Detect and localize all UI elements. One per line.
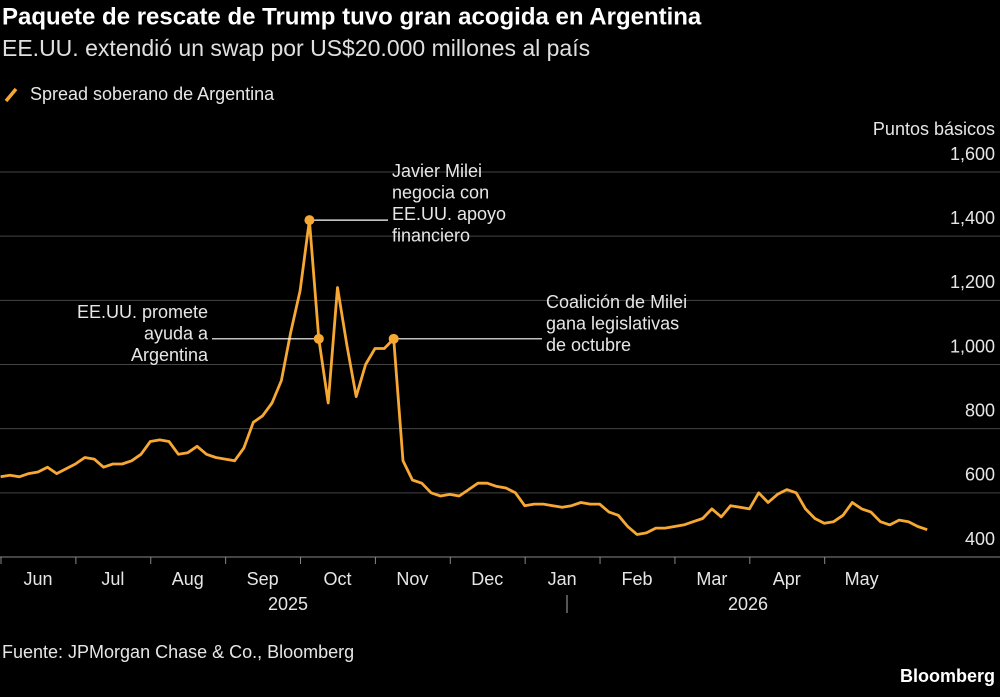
annotation-text: Coalición de Milei — [546, 292, 687, 312]
annotation-dot — [388, 333, 399, 344]
annotation-text: negocia con — [392, 182, 489, 202]
x-tick-label: Jul — [101, 569, 124, 589]
y-tick-label: 1,400 — [950, 208, 995, 228]
x-tick-label: Aug — [172, 569, 204, 589]
y-axis-label: Puntos básicos — [873, 119, 995, 139]
annotation-text: financiero — [392, 225, 470, 245]
y-tick-label: 1,200 — [950, 272, 995, 292]
annotation-dot — [304, 215, 315, 226]
x-tick-label: Apr — [773, 569, 801, 589]
annotation-text: EE.UU. apoyo — [392, 204, 506, 224]
annotation-text: Javier Milei — [392, 161, 482, 181]
annotation-text: de octubre — [546, 335, 631, 355]
y-tick-label: 1,600 — [950, 144, 995, 164]
x-tick-label: Mar — [696, 569, 727, 589]
annotation-text: ayuda a — [144, 323, 209, 343]
legend-icon — [4, 87, 18, 103]
y-tick-label: 1,000 — [950, 336, 995, 356]
y-tick-label: 400 — [965, 529, 995, 549]
year-label: 2025 — [268, 594, 308, 614]
annotation-dot — [313, 333, 324, 344]
x-tick-label: Jan — [548, 569, 577, 589]
annotation-text: EE.UU. promete — [77, 302, 208, 322]
chart-subtitle: EE.UU. extendió un swap por US$20.000 mi… — [2, 35, 590, 61]
x-tick-label: Dec — [471, 569, 503, 589]
source: Fuente: JPMorgan Chase & Co., Bloomberg — [2, 642, 354, 662]
series-line — [0, 218, 928, 536]
x-tick-label: Nov — [396, 569, 428, 589]
chart-title: Paquete de rescate de Trump tuvo gran ac… — [2, 3, 702, 30]
x-tick-label: May — [845, 569, 879, 589]
annotation-text: gana legislativas — [546, 313, 679, 333]
x-tick-label: Oct — [324, 569, 352, 589]
y-tick-label: 600 — [965, 465, 995, 485]
x-tick-label: Feb — [622, 569, 653, 589]
brand: Bloomberg — [900, 666, 995, 686]
x-tick-label: Sep — [247, 569, 279, 589]
x-tick-label: Jun — [23, 569, 52, 589]
y-tick-label: 800 — [965, 400, 995, 420]
annotation-text: Argentina — [131, 345, 209, 365]
year-label: 2026 — [728, 594, 768, 614]
legend-label: Spread soberano de Argentina — [30, 84, 275, 104]
